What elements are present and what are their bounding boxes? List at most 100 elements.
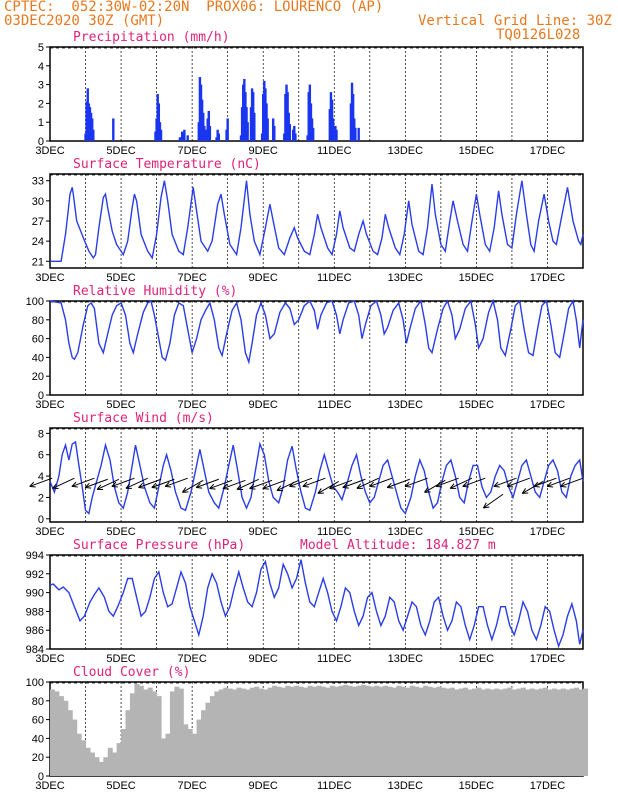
cloud-bar <box>192 733 198 776</box>
cloud-bar <box>236 687 242 776</box>
wind-arrow <box>182 479 204 493</box>
x-tick-label: 17DEC <box>530 653 566 665</box>
wind-arrow <box>249 479 273 490</box>
wind-arrow-head <box>302 481 308 487</box>
cloud-bar <box>267 687 273 776</box>
wind-arrow-head <box>560 485 567 488</box>
wind-arrow-head <box>462 485 469 488</box>
panel-frame <box>49 300 584 396</box>
x-tick-label: 13DEC <box>388 526 424 538</box>
x-tick-label: 11DEC <box>317 272 352 284</box>
cloud-bar <box>227 688 233 776</box>
cloud-bar <box>485 688 491 776</box>
x-tick-label: 7DEC <box>177 526 206 538</box>
y-tick-label: 986 <box>26 625 44 637</box>
y-tick-label: 0 <box>38 390 44 402</box>
wind-arrow-shaft <box>125 477 148 489</box>
y-tick-label: 100 <box>26 677 44 689</box>
wind-arrow-head <box>386 482 392 488</box>
wind-arrow-head <box>222 483 228 489</box>
x-tick-label: 17DEC <box>530 272 566 284</box>
cloud-bar <box>54 691 60 776</box>
wind-arrow-head <box>329 488 336 490</box>
cloud-bar <box>480 689 486 776</box>
precip-bar <box>183 129 186 141</box>
cloud-bar <box>138 685 144 776</box>
cloud-bar <box>405 687 411 776</box>
header-grid-line: Vertical Grid Line: 30Z <box>418 13 612 29</box>
cloud-bar <box>325 687 331 776</box>
cloud-bar <box>50 689 56 776</box>
y-tick-label: 990 <box>26 588 44 600</box>
x-tick-label: 15DEC <box>459 780 495 792</box>
cloud-bar <box>298 686 304 776</box>
cloud-bar <box>263 689 269 776</box>
x-tick-label: 15DEC <box>459 145 495 157</box>
cloud-bar <box>454 689 460 776</box>
wind-arrow-shaft <box>462 477 486 487</box>
cloud-bar <box>205 702 211 776</box>
cloud-bar <box>547 689 553 776</box>
y-tick-label: 21 <box>32 256 44 268</box>
y-tick-label: 100 <box>26 296 44 308</box>
cloud-bar <box>116 743 122 776</box>
cloud-bar <box>129 693 135 776</box>
wind-arrow <box>533 477 557 488</box>
x-tick-label: 15DEC <box>459 526 495 538</box>
x-tick-label: 13DEC <box>388 272 424 284</box>
panel-4: 984 986 988 990 992 994 3DEC 5DEC 7DEC 9DEC 11DEC 1… <box>26 538 584 665</box>
cloud-bar <box>294 685 300 776</box>
cloud-bar <box>534 689 540 776</box>
wind-arrow-head <box>151 486 158 489</box>
cloud-bar <box>365 685 371 776</box>
panel-frame <box>49 427 584 523</box>
precip-bar <box>357 127 360 141</box>
wind-arrow <box>276 479 299 492</box>
precip-bar <box>331 118 335 141</box>
precip-bar <box>178 137 182 141</box>
wind-arrow <box>521 480 544 494</box>
precip-bar <box>112 118 115 141</box>
wind-arrow-head <box>111 481 117 487</box>
panel-frame <box>49 46 584 142</box>
cloud-bar <box>89 752 95 776</box>
wind-arrow-shaft <box>546 477 570 487</box>
wind-arrow <box>151 478 175 489</box>
cloud-bar <box>334 686 340 776</box>
cloud-bar <box>498 689 504 776</box>
wind-arrow <box>449 477 473 489</box>
wind-arrow-head <box>29 485 36 488</box>
wind-arrow <box>317 480 339 494</box>
y-tick-label: 1 <box>38 117 44 129</box>
series-line <box>49 559 584 649</box>
y-tick-label: 2 <box>38 98 44 110</box>
wind-arrow-head <box>387 486 394 489</box>
cloud-bar <box>583 688 589 776</box>
wind-arrow-head <box>209 488 216 490</box>
wind-arrow-head <box>435 481 441 487</box>
wind-arrow <box>52 477 75 489</box>
x-tick-label: 9DEC <box>249 653 278 665</box>
cloud-bar <box>383 685 389 776</box>
cloud-bar <box>98 761 104 776</box>
cloud-bar <box>280 687 286 776</box>
cloud-bar <box>378 686 384 776</box>
cloud-bar <box>418 687 424 776</box>
cloud-bar <box>467 689 473 776</box>
x-tick-label: 3DEC <box>35 653 64 665</box>
y-tick-label: 988 <box>26 606 44 618</box>
cloud-bar <box>489 689 495 776</box>
x-tick-label: 17DEC <box>530 526 566 538</box>
cloud-bar <box>63 700 69 776</box>
x-tick-label: 7DEC <box>177 272 206 284</box>
precip-bar <box>226 118 229 141</box>
x-tick-label: 17DEC <box>530 399 566 411</box>
y-tick-label: 992 <box>26 569 44 581</box>
panel-title: Precipitation (mm/h) <box>73 30 230 45</box>
x-tick-label: 15DEC <box>459 272 495 284</box>
wind-arrow <box>125 477 148 489</box>
wind-arrow <box>195 478 219 489</box>
cloud-bar <box>201 710 207 776</box>
wind-arrow-head <box>560 481 565 487</box>
wind-arrow-head <box>369 485 376 488</box>
